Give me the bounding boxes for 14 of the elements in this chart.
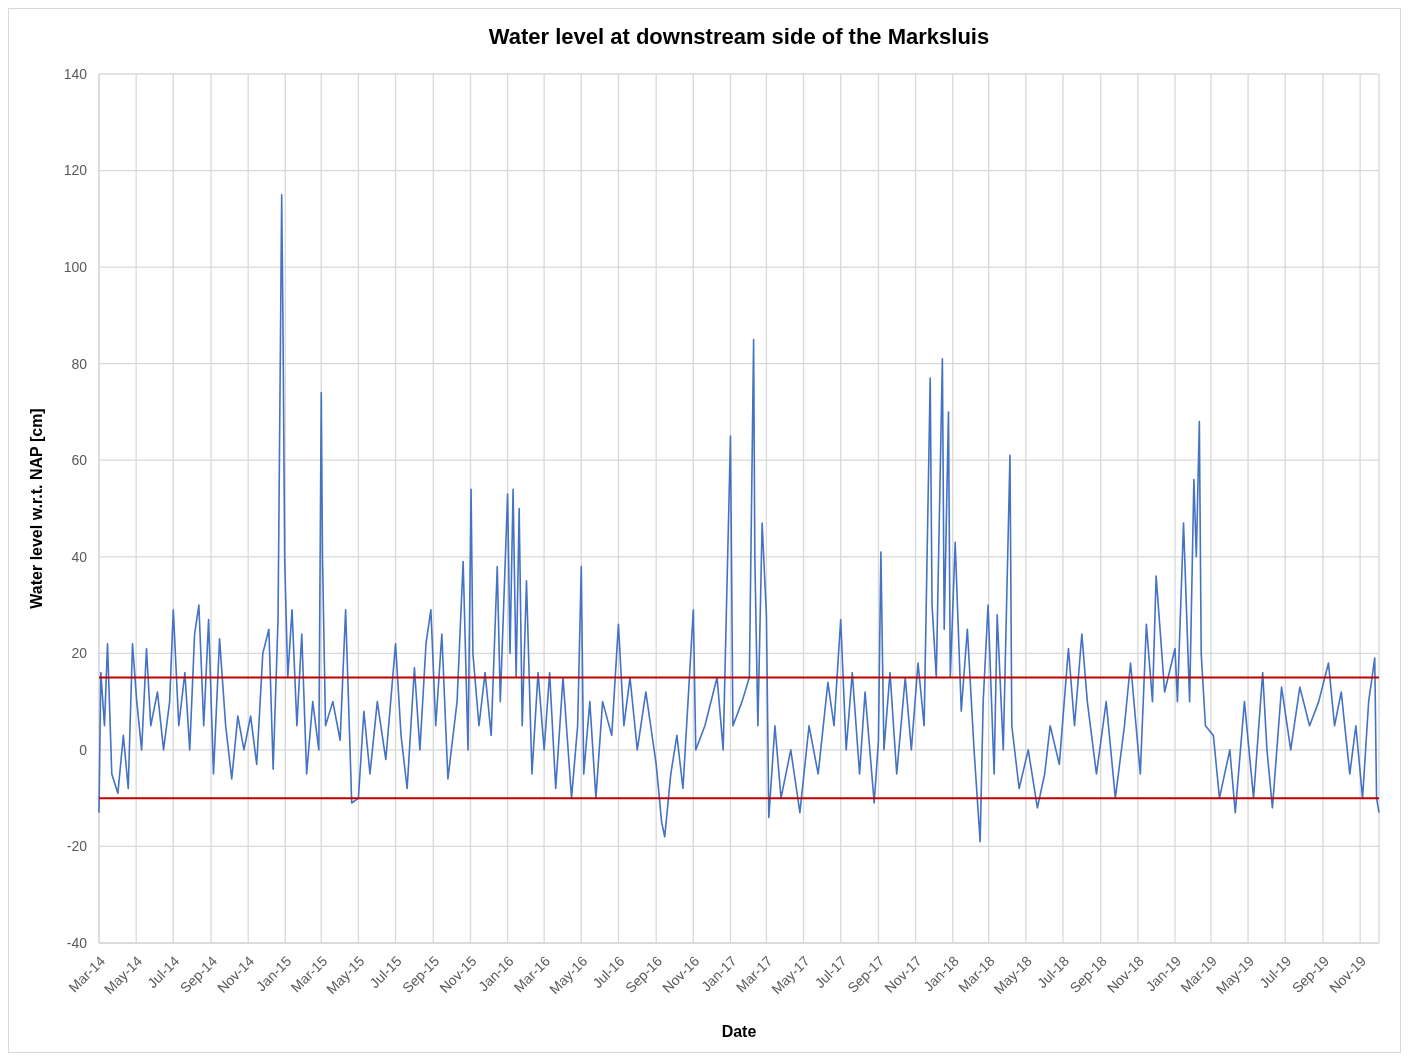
y-tick-label: 60 xyxy=(71,452,88,469)
y-tick-label: 100 xyxy=(63,259,88,276)
y-tick-label: 80 xyxy=(71,355,88,372)
x-axis-title: Date xyxy=(721,1023,757,1040)
chart-title: Water level at downstream side of the Marksluis xyxy=(488,24,990,49)
y-tick-label: 120 xyxy=(63,162,88,179)
y-tick-label: -40 xyxy=(66,934,88,951)
line-series xyxy=(98,193,1380,843)
y-tick-label: 20 xyxy=(71,645,88,662)
y-tick-label: -20 xyxy=(66,838,88,855)
y-tick-label: 40 xyxy=(71,548,88,565)
y-tick-label: 0 xyxy=(79,741,88,758)
y-axis-title: Water level w.r.t. NAP [cm] xyxy=(28,408,45,609)
y-tick-label: 140 xyxy=(63,65,88,82)
